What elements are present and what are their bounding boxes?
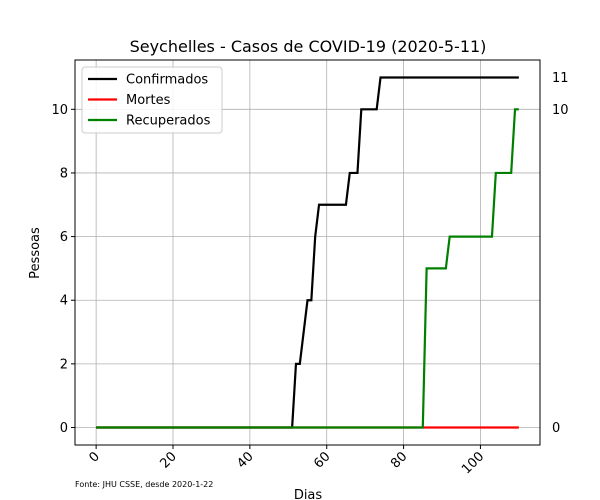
y-tick-label: 4 [60,294,68,309]
end-label: 10 [552,103,569,118]
x-tick-label: 20 [158,449,180,471]
legend: Confirmados Mortes Recuperados [81,66,223,134]
y-tick-label: 10 [51,103,68,118]
end-label: 0 [552,421,560,436]
legend-box [81,66,223,134]
y-tick-label: 0 [60,421,68,436]
x-tick-label: 40 [234,449,256,471]
legend-label: Recuperados [126,114,211,129]
source-note: Fonte: JHU CSSE, desde 2020-1-22 [75,480,213,489]
x-tick-label: 0 [87,449,103,465]
x-tick-label: 60 [311,449,333,471]
y-axis-ticks: 0 2 4 6 8 10 [51,103,75,436]
legend-label: Confirmados [126,73,208,88]
x-axis-label: Dias [294,488,323,500]
y-tick-label: 2 [60,357,68,372]
plot-frame [74,59,541,446]
x-axis-ticks: 0 20 40 60 80 100 [87,445,487,477]
y-tick-label: 6 [60,230,68,245]
series-lines [96,76,519,429]
series-line-confirmados [96,76,519,429]
y-axis-label: Pessoas [28,227,43,279]
legend-label: Mortes [126,93,171,108]
x-tick-label: 80 [388,449,410,471]
y-tick-label: 8 [60,166,68,181]
x-tick-label: 100 [459,449,487,477]
chart-title: Seychelles - Casos de COVID-19 (2020-5-1… [130,37,487,56]
series-line-recuperados [96,108,519,429]
end-value-labels: 11 10 0 [552,71,569,436]
end-label: 11 [552,71,569,86]
